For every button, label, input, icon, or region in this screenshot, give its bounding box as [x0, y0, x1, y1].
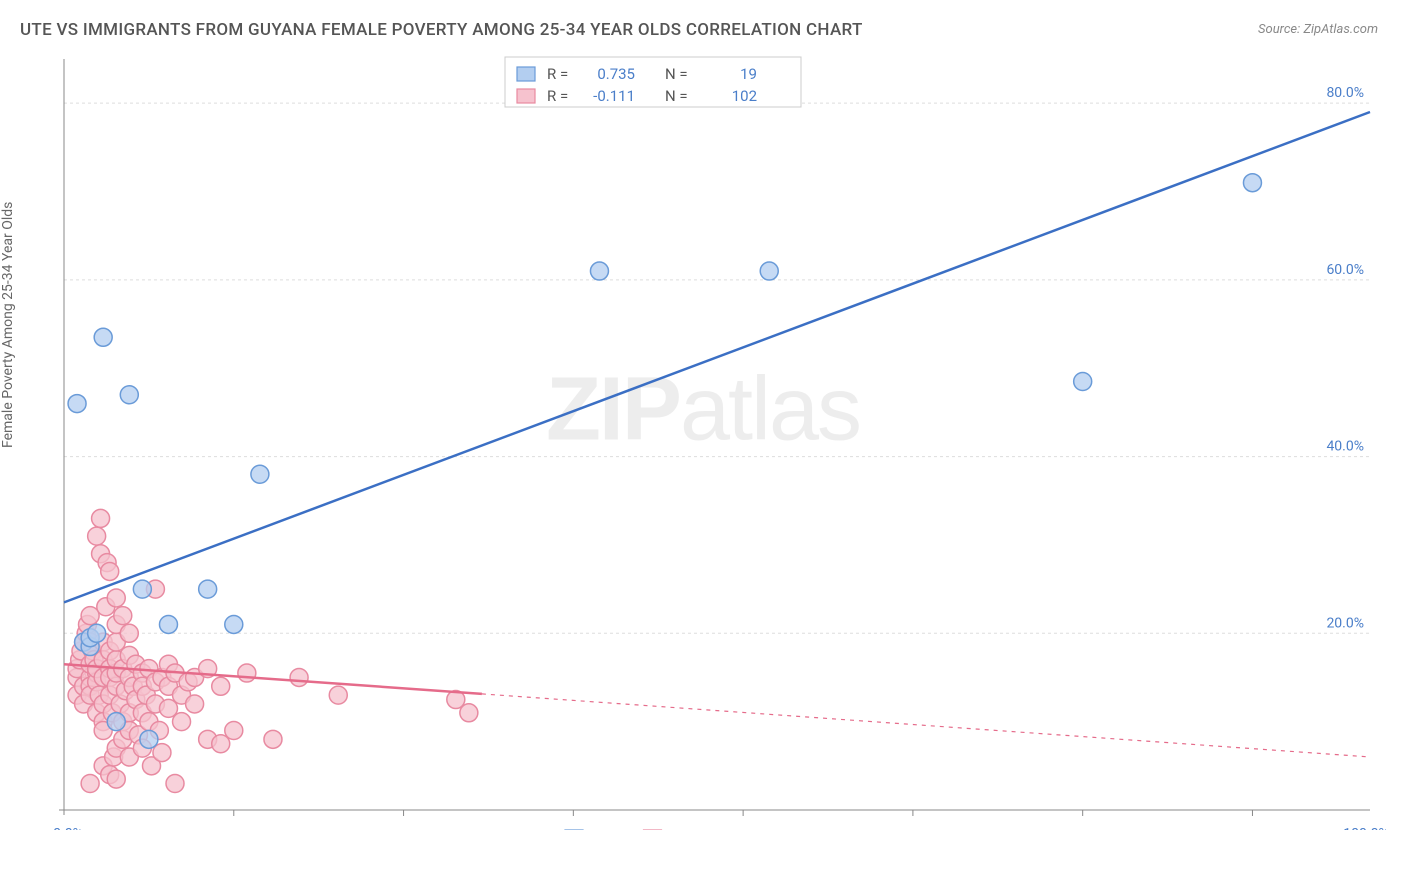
legend-r-label: R = [547, 65, 568, 83]
legend-n-label: N = [665, 87, 688, 105]
scatter-point [460, 704, 478, 722]
y-tick-label: 20.0% [1326, 615, 1364, 631]
legend-r-label: R = [547, 87, 568, 105]
scatter-point [107, 770, 125, 788]
source-label: Source: [1258, 22, 1300, 37]
trend-line-dashed [482, 694, 1370, 757]
legend-r-value: -0.111 [593, 87, 635, 105]
scatter-point [133, 580, 151, 598]
scatter-point [1243, 174, 1261, 192]
scatter-point [590, 262, 608, 280]
scatter-point [107, 713, 125, 731]
scatter-point [225, 615, 243, 633]
scatter-point [114, 607, 132, 625]
legend-n-value: 102 [732, 87, 757, 105]
scatter-point [81, 774, 99, 792]
scatter-point [238, 664, 256, 682]
scatter-point [88, 624, 106, 642]
source-name: ZipAtlas.com [1303, 22, 1378, 37]
scatter-point [329, 686, 347, 704]
scatter-point [166, 774, 184, 792]
scatter-point [140, 730, 158, 748]
y-tick-label: 60.0% [1326, 262, 1364, 278]
scatter-point [94, 328, 112, 346]
chart-area: 20.0% 40.0% 60.0% 80.0% 0.0% 100.0% R = 0.735 N … [50, 55, 1386, 830]
x-tick-label: 0.0% [53, 826, 83, 830]
scatter-point [199, 580, 217, 598]
scatter-point [88, 527, 106, 545]
scatter-point [107, 589, 125, 607]
chart-title: UTE VS IMMIGRANTS FROM GUYANA FEMALE POV… [20, 20, 863, 40]
legend-n-value: 19 [740, 65, 757, 83]
scatter-point [290, 668, 308, 686]
scatter-point [212, 677, 230, 695]
scatter-point [92, 509, 110, 527]
scatter-point [101, 562, 119, 580]
x-tick-label: 100.0% [1343, 826, 1386, 830]
scatter-point [173, 713, 191, 731]
y-axis-label: Female Poverty Among 25-34 Year Olds [0, 202, 16, 448]
scatter-point [225, 721, 243, 739]
legend-r-value: 0.735 [597, 65, 635, 83]
legend-swatch [517, 89, 535, 103]
scatter-point [120, 386, 138, 404]
scatter-point [760, 262, 778, 280]
scatter-point [251, 465, 269, 483]
scatter-point [68, 395, 86, 413]
trend-line [64, 112, 1370, 602]
scatter-point [1074, 372, 1092, 390]
scatter-point [120, 624, 138, 642]
scatter-point [159, 615, 177, 633]
scatter-point [186, 695, 204, 713]
legend-swatch [517, 67, 535, 81]
legend-n-label: N = [665, 65, 688, 83]
y-tick-label: 40.0% [1326, 439, 1364, 455]
scatter-point [264, 730, 282, 748]
scatter-plot: 20.0% 40.0% 60.0% 80.0% 0.0% 100.0% R = 0.735 N … [50, 55, 1386, 830]
y-tick-label: 80.0% [1326, 85, 1364, 101]
source-attribution: Source: ZipAtlas.com [1258, 22, 1378, 37]
